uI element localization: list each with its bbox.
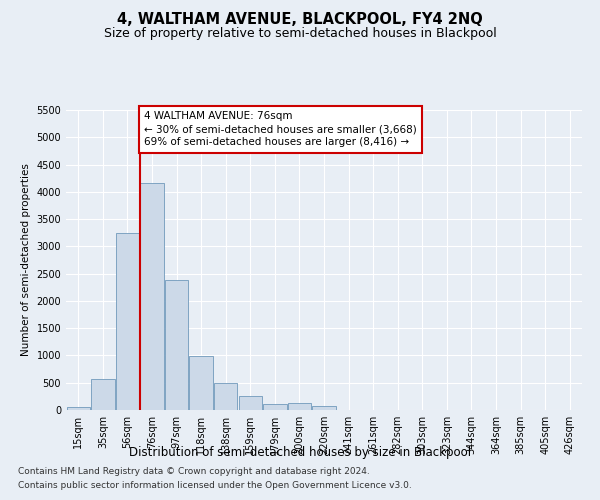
Bar: [288, 403, 311, 410]
Bar: [165, 280, 188, 410]
Bar: [91, 380, 115, 410]
Text: Contains HM Land Registry data © Crown copyright and database right 2024.: Contains HM Land Registry data © Crown c…: [18, 467, 370, 476]
Text: Distribution of semi-detached houses by size in Blackpool: Distribution of semi-detached houses by …: [129, 446, 471, 459]
Bar: [116, 232, 139, 410]
Bar: [239, 396, 262, 410]
Bar: [190, 356, 213, 410]
Bar: [313, 406, 335, 410]
Bar: [263, 404, 287, 410]
Text: Size of property relative to semi-detached houses in Blackpool: Size of property relative to semi-detach…: [104, 28, 496, 40]
Text: Contains public sector information licensed under the Open Government Licence v3: Contains public sector information licen…: [18, 481, 412, 490]
Bar: [214, 382, 238, 410]
Y-axis label: Number of semi-detached properties: Number of semi-detached properties: [21, 164, 31, 356]
Bar: [67, 407, 90, 410]
Text: 4 WALTHAM AVENUE: 76sqm
← 30% of semi-detached houses are smaller (3,668)
69% of: 4 WALTHAM AVENUE: 76sqm ← 30% of semi-de…: [144, 111, 417, 148]
Text: 4, WALTHAM AVENUE, BLACKPOOL, FY4 2NQ: 4, WALTHAM AVENUE, BLACKPOOL, FY4 2NQ: [117, 12, 483, 28]
Bar: [140, 182, 164, 410]
